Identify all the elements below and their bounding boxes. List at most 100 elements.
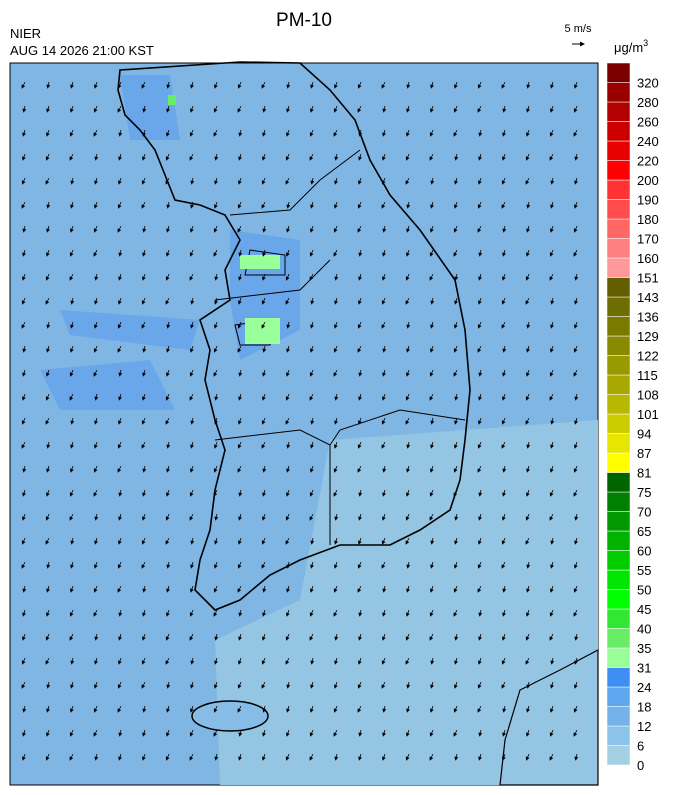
wind-arrow bbox=[214, 153, 219, 161]
wind-arrow bbox=[262, 129, 267, 137]
wind-arrow bbox=[406, 489, 410, 497]
wind-arrow bbox=[46, 441, 51, 449]
wind-arrow bbox=[141, 657, 146, 665]
wind-arrow bbox=[453, 465, 458, 473]
wind-arrow bbox=[142, 273, 146, 281]
wind-arrow bbox=[430, 321, 435, 329]
wind-arrow bbox=[142, 129, 147, 137]
colorbar-segment bbox=[606, 511, 631, 532]
colorbar-label: 320 bbox=[637, 76, 659, 91]
light-area bbox=[215, 420, 598, 785]
wind-arrow bbox=[237, 585, 242, 593]
wind-arrow bbox=[70, 705, 74, 713]
colorbar-segment bbox=[606, 647, 631, 668]
wind-arrow bbox=[454, 417, 459, 425]
wind-arrow bbox=[93, 465, 98, 473]
colorbar-segment bbox=[606, 199, 631, 220]
wind-arrow bbox=[22, 585, 27, 593]
wind-arrow bbox=[430, 561, 435, 569]
wind-arrow bbox=[526, 561, 531, 569]
colorbar-segment bbox=[606, 394, 631, 415]
wind-arrow bbox=[45, 417, 50, 425]
wind-arrow bbox=[118, 513, 123, 521]
wind-arrow bbox=[429, 129, 434, 137]
wind-arrow bbox=[286, 465, 291, 473]
timestamp: AUG 14 2026 21:00 KST bbox=[10, 43, 154, 58]
wind-arrow bbox=[21, 297, 26, 305]
wind-arrow bbox=[358, 657, 362, 665]
colorbar-segment bbox=[606, 62, 631, 83]
wind-arrow bbox=[94, 537, 99, 545]
wind-arrow bbox=[310, 441, 315, 449]
wind-arrow bbox=[213, 225, 218, 233]
wind-arrow bbox=[381, 657, 386, 665]
wind-arrow bbox=[429, 153, 434, 161]
colorbar-label: 70 bbox=[637, 505, 651, 520]
wind-arrow bbox=[405, 657, 410, 665]
wind-arrow bbox=[334, 441, 338, 449]
wind-arrow bbox=[478, 297, 482, 305]
wind-arrow bbox=[501, 297, 506, 305]
wind-arrow bbox=[21, 681, 26, 689]
wind-arrow bbox=[70, 417, 75, 425]
colorbar-label: 151 bbox=[637, 271, 659, 286]
wind-arrow bbox=[94, 657, 99, 665]
wind-arrow bbox=[190, 681, 195, 689]
wind-arrow bbox=[382, 369, 387, 377]
wind-arrow bbox=[214, 81, 218, 89]
wind-arrow bbox=[381, 177, 386, 185]
wind-arrow bbox=[502, 105, 507, 113]
wind-arrow bbox=[165, 633, 170, 641]
wind-arrow bbox=[502, 369, 507, 377]
wind-arrow bbox=[526, 201, 531, 209]
wind-arrow bbox=[189, 153, 194, 161]
wind-arrow bbox=[334, 633, 339, 641]
wind-arrow bbox=[310, 297, 315, 305]
wind-arrow bbox=[382, 585, 387, 593]
wind-arrow bbox=[573, 609, 578, 617]
wind-arrow bbox=[46, 729, 50, 737]
colorbar-label: 45 bbox=[637, 602, 651, 617]
wind-arrow bbox=[333, 465, 338, 473]
wind-arrow bbox=[69, 129, 74, 137]
wind-arrow bbox=[550, 657, 555, 665]
colorbar-label: 129 bbox=[637, 329, 659, 344]
wind-arrow bbox=[141, 681, 146, 689]
wind-arrow bbox=[550, 465, 554, 473]
colorbar-label: 50 bbox=[637, 583, 651, 598]
wind-arrow bbox=[237, 705, 242, 713]
wind-arrow bbox=[549, 489, 554, 497]
wind-arrow bbox=[526, 105, 531, 113]
wind-arrow bbox=[429, 273, 434, 281]
wind-arrow bbox=[21, 201, 26, 209]
wind-arrow bbox=[46, 561, 51, 569]
colorbar-segment bbox=[606, 667, 631, 688]
colorbar-segment bbox=[606, 628, 631, 649]
wind-arrow bbox=[262, 753, 266, 761]
wind-arrow bbox=[118, 393, 123, 401]
wind-arrow bbox=[574, 753, 579, 761]
wind-arrow bbox=[333, 249, 338, 257]
wind-arrow bbox=[405, 417, 410, 425]
wind-arrow bbox=[262, 225, 267, 233]
wind-arrow bbox=[21, 657, 26, 665]
wind-arrow bbox=[453, 369, 458, 377]
wind-arrow bbox=[166, 609, 170, 617]
wind-arrow bbox=[117, 225, 122, 233]
wind-arrow bbox=[502, 249, 507, 257]
wind-arrow bbox=[94, 753, 99, 761]
wind-arrow bbox=[430, 657, 435, 665]
wind-arrow bbox=[237, 225, 242, 233]
wind-arrow bbox=[357, 465, 362, 473]
wind-arrow bbox=[93, 105, 98, 113]
wind-arrow bbox=[166, 81, 171, 89]
wind-arrow bbox=[141, 417, 146, 425]
wind-arrow bbox=[214, 201, 218, 209]
wind-arrow bbox=[406, 681, 411, 689]
wind-arrow bbox=[46, 105, 51, 113]
wind-arrow bbox=[142, 633, 146, 641]
wind-arrow bbox=[118, 729, 123, 737]
wind-arrow bbox=[213, 465, 218, 473]
colorbar-segment bbox=[606, 101, 631, 122]
wind-arrow bbox=[478, 177, 482, 185]
